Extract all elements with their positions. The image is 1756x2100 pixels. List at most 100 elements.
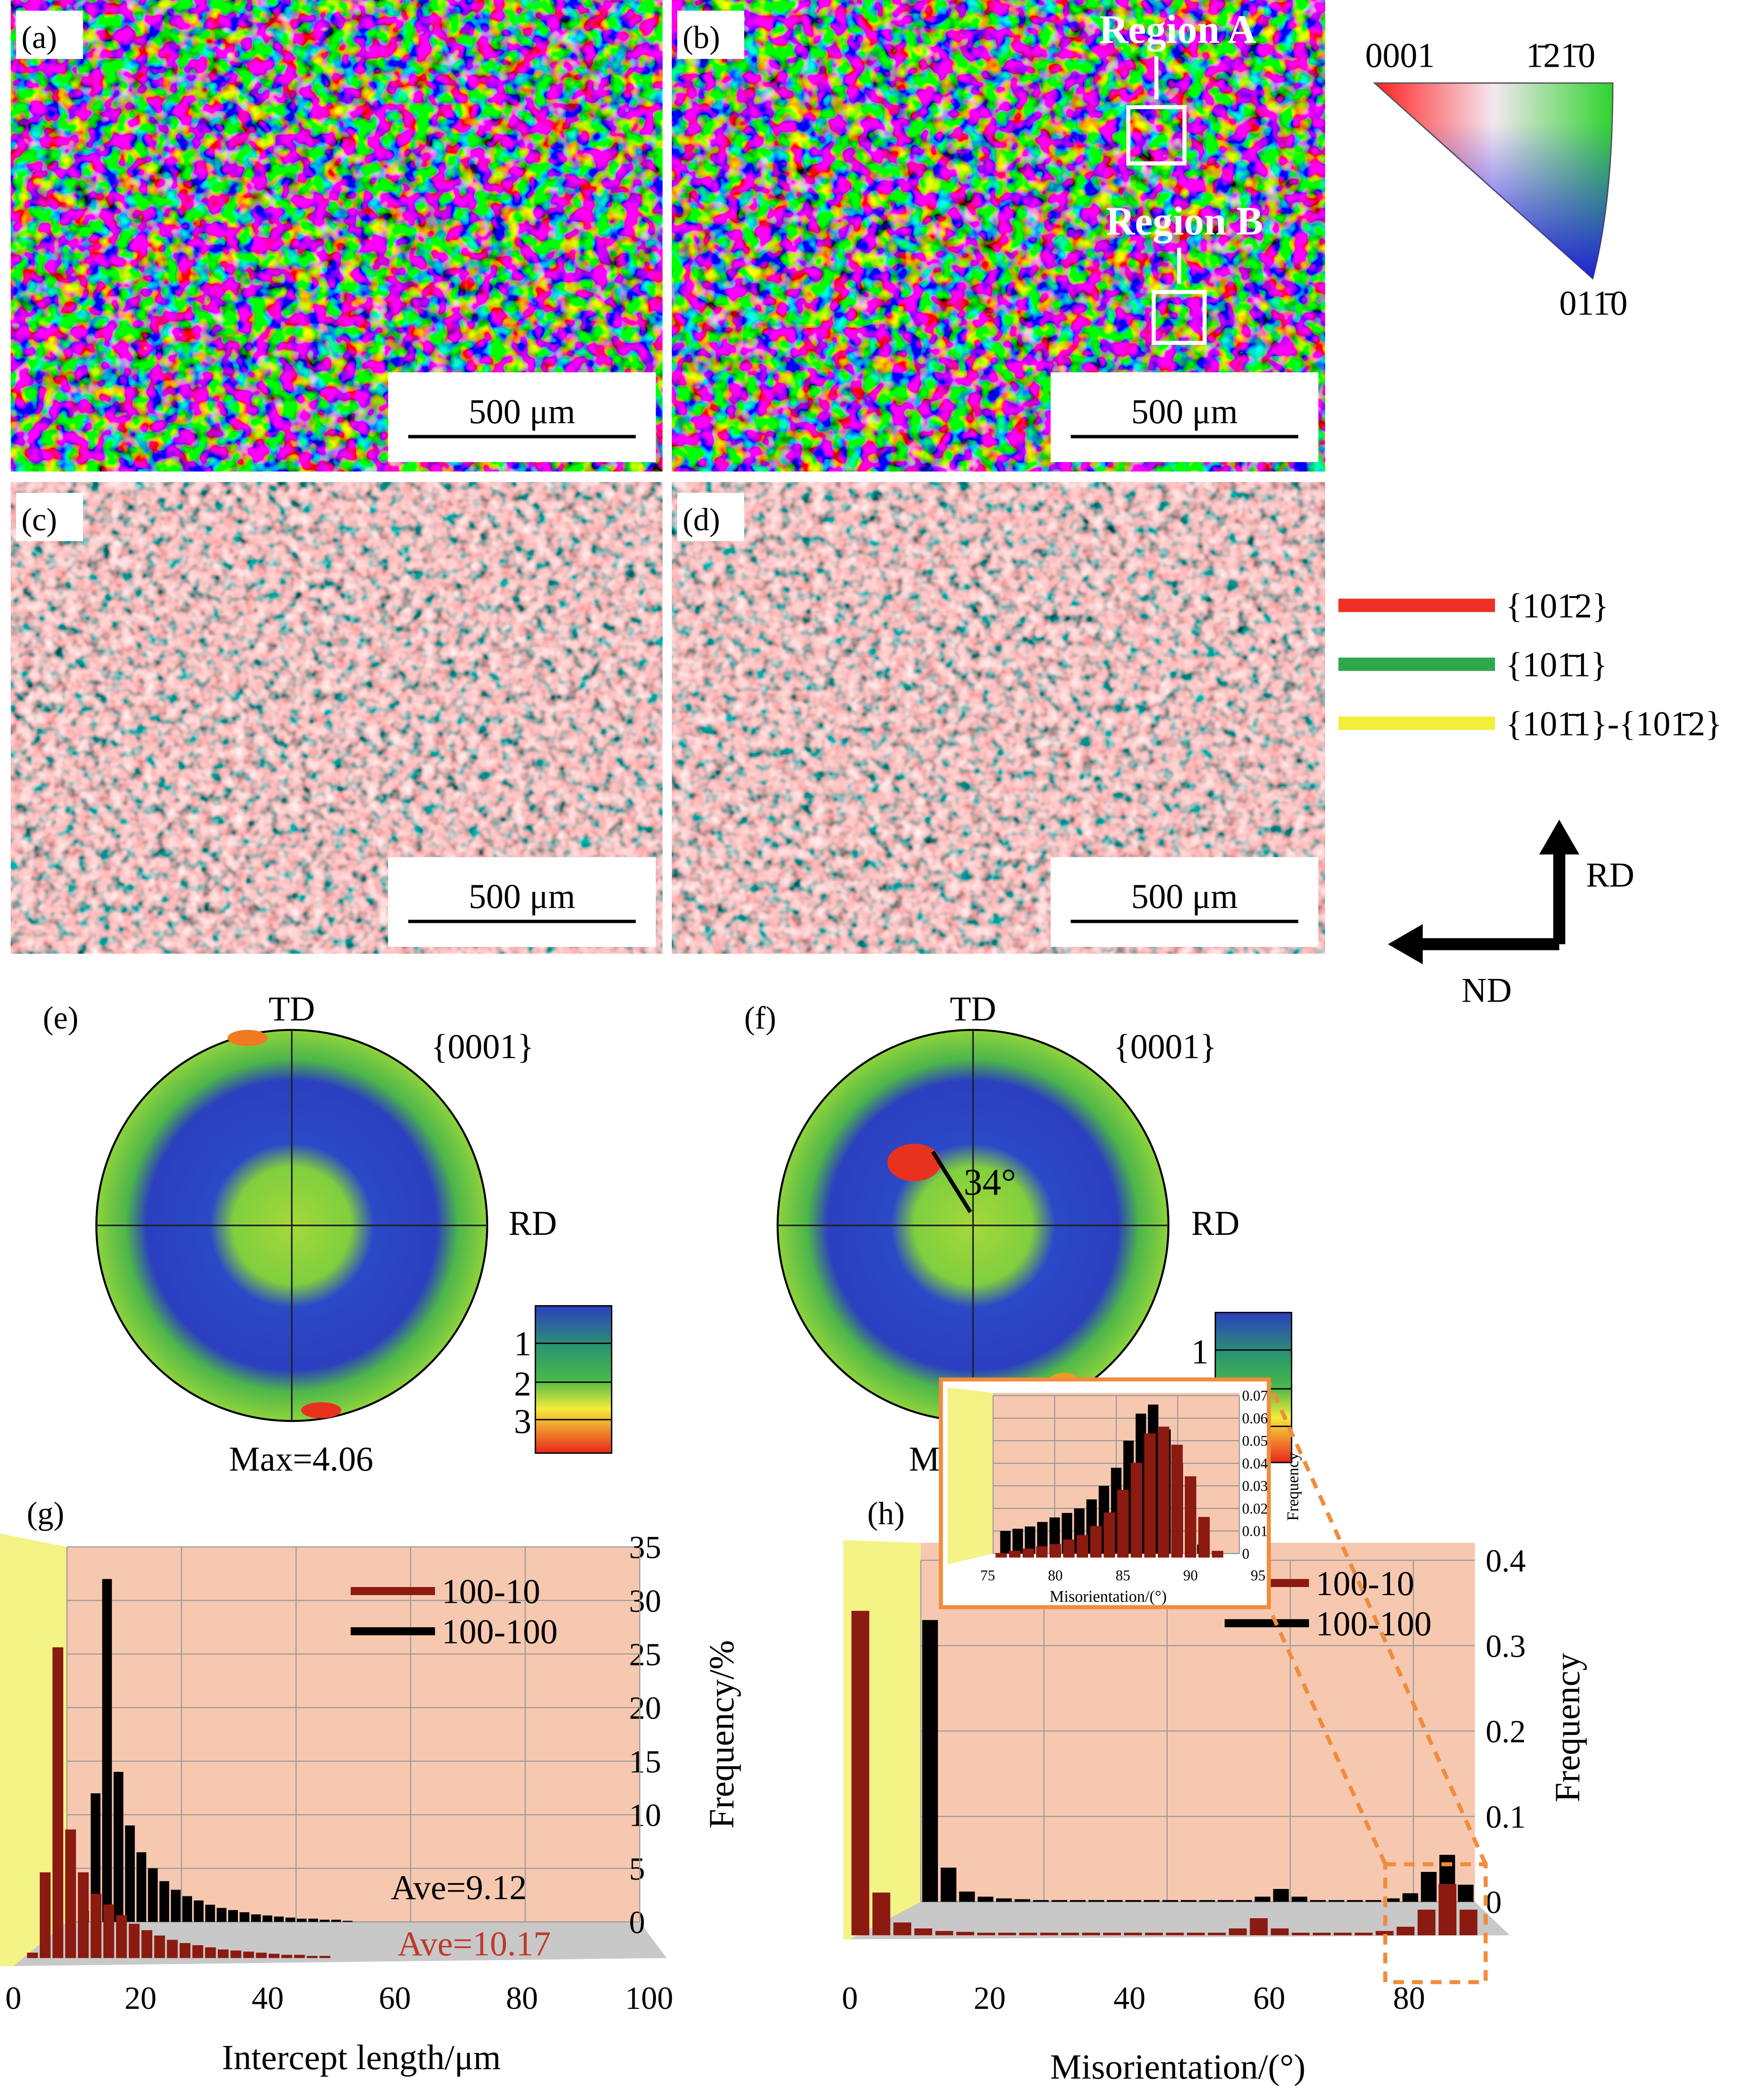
region-label: Region B	[1106, 199, 1264, 243]
bar	[1273, 1889, 1289, 1902]
bar	[914, 1928, 932, 1935]
ipf-label: 1̄21̄0	[1526, 36, 1596, 74]
x-tick-label: 85	[1115, 1568, 1130, 1584]
label-box	[16, 492, 83, 541]
ipf-labels: 0001 1̄21̄0 011̄0	[1365, 36, 1628, 322]
bar	[1036, 1546, 1048, 1558]
panel-label: (e)	[43, 1000, 78, 1036]
x-tick-label: 0	[842, 1981, 858, 2016]
bar	[1040, 1933, 1058, 1935]
x-tick-label: 90	[1183, 1568, 1198, 1584]
bar	[1070, 1900, 1086, 1902]
y-axis-label: Frequency/%	[702, 1640, 741, 1829]
label-box	[677, 11, 745, 59]
back-wall	[921, 1542, 1475, 1902]
y-tick-label: 0.2	[1486, 1714, 1526, 1750]
bar	[308, 1919, 318, 1922]
bar	[1012, 1528, 1023, 1554]
bar	[1171, 1444, 1183, 1558]
bar	[1439, 1884, 1456, 1935]
bar	[1376, 1931, 1394, 1935]
bar	[1250, 1918, 1268, 1935]
bar	[1061, 1933, 1079, 1935]
x-tick-label: 80	[506, 1981, 538, 2016]
td-label: TD	[950, 990, 996, 1028]
region-box	[1151, 290, 1207, 345]
panel-labels: (a) (b) (c) (d) (e) (f)	[16, 11, 776, 1036]
bar	[262, 1915, 273, 1922]
x-axis-label: Intercept length/μm	[222, 2038, 501, 2077]
bar	[1009, 1551, 1021, 1558]
zoom-lines	[1267, 1381, 1488, 1866]
y-tick-label: 0	[1242, 1546, 1249, 1562]
y-tick-label: 30	[629, 1584, 661, 1619]
bar	[228, 1910, 238, 1922]
bar	[1144, 1900, 1160, 1902]
legend-label: 100-100	[442, 1613, 558, 1651]
legend-label: {101̄2}	[1506, 587, 1609, 625]
inset-side-wall	[947, 1387, 994, 1564]
colorbar-label: 3	[514, 1402, 531, 1441]
panel-label: (h)	[867, 1496, 905, 1531]
bar	[268, 1954, 280, 1958]
y-tick-label: 0.01	[1242, 1523, 1268, 1539]
legend-label: {101̄1}	[1506, 646, 1608, 684]
legend-label: {101̄1}-{101̄2}	[1506, 704, 1722, 743]
td-label: TD	[269, 990, 315, 1028]
bar	[52, 1647, 63, 1958]
bar	[171, 1889, 181, 1922]
bar	[922, 1620, 938, 1902]
bar	[343, 1921, 353, 1922]
y-tick-label: 0.07	[1242, 1388, 1268, 1404]
pole-spot	[887, 1144, 941, 1181]
y-tick-label: 0.3	[1486, 1628, 1526, 1664]
bar	[1236, 1900, 1252, 1902]
bar	[256, 1952, 267, 1958]
bar	[319, 1956, 330, 1958]
y-tick-label: 0.02	[1242, 1501, 1268, 1517]
bar	[78, 1872, 89, 1958]
ipf-label: 011̄0	[1559, 284, 1628, 323]
panel-label: (f)	[744, 1000, 776, 1036]
bar	[959, 1891, 975, 1902]
bar	[297, 1919, 307, 1922]
bar	[217, 1908, 227, 1922]
legend-label: 100-100	[1316, 1605, 1432, 1643]
scale-text: 500 μm	[469, 877, 575, 916]
bar	[251, 1914, 261, 1922]
x-axis-label: Misorientation/(°)	[1050, 1588, 1167, 1606]
panel-label: (g)	[27, 1496, 65, 1531]
bar	[243, 1952, 254, 1958]
zoom-box	[1383, 1862, 1488, 1984]
bar	[995, 1553, 1007, 1558]
x-tick-label: 40	[1113, 1981, 1145, 2016]
bar	[1144, 1433, 1156, 1558]
side-wall	[0, 1533, 67, 1966]
bar	[90, 1793, 101, 1922]
bar	[1212, 1551, 1224, 1558]
pole-spot	[227, 1030, 268, 1046]
x-tick-label: 80	[1048, 1568, 1062, 1584]
bar	[1090, 1526, 1102, 1558]
bar	[893, 1922, 911, 1935]
bar	[1187, 1933, 1205, 1935]
bar	[65, 1829, 76, 1958]
y-tick-label: 10	[629, 1798, 661, 1833]
arrow-head	[1388, 819, 1580, 964]
bar	[281, 1955, 292, 1958]
bar	[179, 1943, 191, 1958]
y-tick-label: 0	[1486, 1885, 1502, 1920]
bar	[217, 1949, 229, 1958]
inset-histogram: 0 0.01 0.02 0.03 0.04 0.05 0.06 0.07 75 80 85 90 95 M…	[980, 1388, 1302, 1606]
bar	[1334, 1933, 1352, 1935]
x-tick-label: 40	[252, 1981, 284, 2016]
bar	[159, 1881, 169, 1922]
plane-label: {0001}	[431, 1027, 534, 1066]
region-box	[1126, 105, 1187, 166]
y-tick-label: 0	[629, 1905, 645, 1940]
x-axis-label: Misorientation/(°)	[1050, 2047, 1305, 2086]
bar	[125, 1825, 135, 1922]
y-tick-label: 0.05	[1242, 1433, 1268, 1449]
bar	[240, 1912, 249, 1922]
y-tick-label: 5	[629, 1851, 645, 1887]
